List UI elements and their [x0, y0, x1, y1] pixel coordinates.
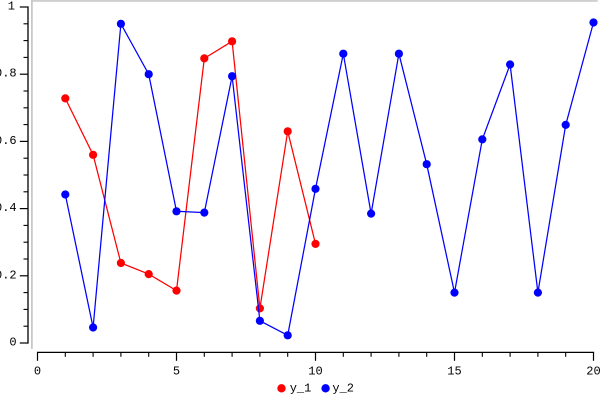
svg-text:0.6: 0.6 [0, 134, 17, 148]
svg-text:10: 10 [308, 365, 322, 379]
svg-text:y_1: y_1 [290, 382, 312, 396]
svg-text:0: 0 [34, 365, 41, 379]
svg-text:0.2: 0.2 [0, 268, 17, 282]
svg-text:y_2: y_2 [332, 382, 354, 396]
svg-text:0: 0 [9, 336, 16, 350]
svg-text:1: 1 [8, 0, 15, 14]
svg-text:0.4: 0.4 [0, 201, 17, 215]
svg-text:0.8: 0.8 [0, 67, 17, 81]
svg-text:20: 20 [586, 365, 600, 379]
svg-text:15: 15 [447, 365, 461, 379]
svg-text:5: 5 [173, 365, 180, 379]
